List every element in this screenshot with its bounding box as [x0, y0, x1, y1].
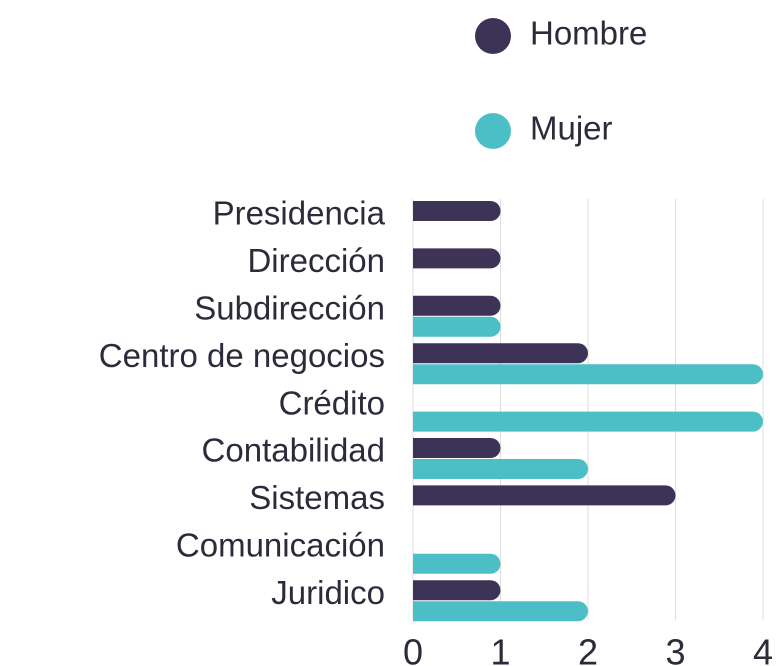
bar: [413, 316, 501, 337]
y-tick-label: Comunicación: [176, 527, 385, 564]
x-tick-label: 1: [490, 632, 510, 666]
y-tick-label: Crédito: [279, 384, 385, 421]
x-tick-label: 2: [578, 632, 598, 666]
bar: [413, 411, 763, 432]
bar: [413, 459, 588, 479]
legend-swatch: [475, 18, 511, 54]
legend-label: Hombre: [530, 15, 647, 52]
y-tick-label: Juridico: [271, 574, 385, 611]
bar: [413, 553, 501, 574]
bar: [413, 438, 501, 458]
x-tick-label: 0: [403, 632, 423, 666]
bar: [413, 364, 763, 385]
bar: [413, 485, 676, 506]
y-tick-label: Dirección: [247, 242, 385, 279]
y-tick-label: Sistemas: [249, 479, 385, 516]
y-tick-label: Centro de negocios: [99, 337, 385, 374]
y-tick-label: Contabilidad: [202, 432, 385, 469]
bar: [413, 343, 588, 364]
y-tick-label: Subdirección: [194, 290, 385, 327]
legend-label: Mujer: [530, 110, 613, 147]
bar: [413, 601, 588, 622]
bar: [413, 295, 501, 316]
bar: [413, 201, 501, 221]
x-tick-label: 3: [665, 632, 685, 666]
bar: [413, 580, 501, 601]
legend-swatch: [475, 113, 511, 149]
y-tick-label: Presidencia: [213, 195, 386, 232]
x-tick-label: 4: [753, 632, 773, 666]
bar: [413, 248, 501, 269]
